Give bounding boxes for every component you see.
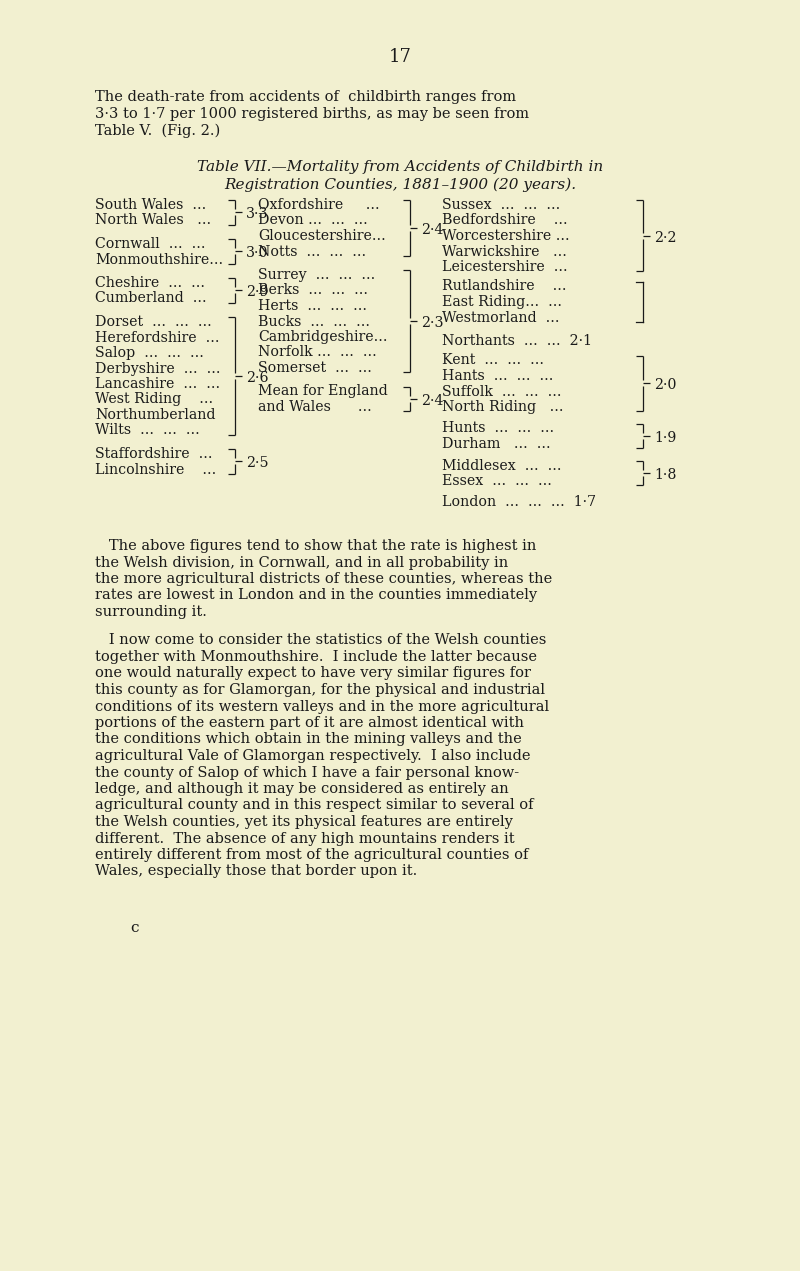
Text: Hunts  ...  ...  ...: Hunts ... ... ... xyxy=(442,422,554,436)
Text: Surrey  ...  ...  ...: Surrey ... ... ... xyxy=(258,268,375,282)
Text: Cumberland  ...: Cumberland ... xyxy=(95,291,206,305)
Text: Cheshire  ...  ...: Cheshire ... ... xyxy=(95,276,205,290)
Text: 2·9: 2·9 xyxy=(246,285,269,299)
Text: Oxfordshire     ...: Oxfordshire ... xyxy=(258,198,380,212)
Text: London  ...  ...  ...  1·7: London ... ... ... 1·7 xyxy=(442,496,596,510)
Text: Northants  ...  ...  2·1: Northants ... ... 2·1 xyxy=(442,334,592,348)
Text: Northumberland: Northumberland xyxy=(95,408,215,422)
Text: c: c xyxy=(130,921,138,935)
Text: the more agricultural districts of these counties, whereas the: the more agricultural districts of these… xyxy=(95,572,552,586)
Text: Lincolnshire    ...: Lincolnshire ... xyxy=(95,463,216,477)
Text: Cornwall  ...  ...: Cornwall ... ... xyxy=(95,236,206,250)
Text: 17: 17 xyxy=(389,48,411,66)
Text: Essex  ...  ...  ...: Essex ... ... ... xyxy=(442,474,552,488)
Text: the county of Salop of which I have a fair personal know-: the county of Salop of which I have a fa… xyxy=(95,765,519,779)
Text: Berks  ...  ...  ...: Berks ... ... ... xyxy=(258,283,368,297)
Text: this county as for Glamorgan, for the physical and industrial: this county as for Glamorgan, for the ph… xyxy=(95,683,545,697)
Text: Cambridgeshire...: Cambridgeshire... xyxy=(258,330,387,344)
Text: Herefordshire  ...: Herefordshire ... xyxy=(95,330,219,344)
Text: Gloucestershire...: Gloucestershire... xyxy=(258,229,386,243)
Text: Devon ...  ...  ...: Devon ... ... ... xyxy=(258,214,368,228)
Text: Kent  ...  ...  ...: Kent ... ... ... xyxy=(442,353,544,367)
Text: and Wales      ...: and Wales ... xyxy=(258,400,372,414)
Text: The death-rate from accidents of  childbirth ranges from: The death-rate from accidents of childbi… xyxy=(95,90,516,104)
Text: Registration Counties, 1881–1900 (20 years).: Registration Counties, 1881–1900 (20 yea… xyxy=(224,178,576,192)
Text: Mean for England: Mean for England xyxy=(258,385,388,399)
Text: West Riding    ...: West Riding ... xyxy=(95,393,213,407)
Text: Dorset  ...  ...  ...: Dorset ... ... ... xyxy=(95,315,212,329)
Text: Bucks  ...  ...  ...: Bucks ... ... ... xyxy=(258,314,370,328)
Text: 3·3: 3·3 xyxy=(246,207,269,221)
Text: 3·0: 3·0 xyxy=(246,247,269,261)
Text: the Welsh division, in Cornwall, and in all probability in: the Welsh division, in Cornwall, and in … xyxy=(95,555,508,569)
Text: 2·4: 2·4 xyxy=(421,222,443,236)
Text: North Riding   ...: North Riding ... xyxy=(442,400,563,414)
Text: North Wales   ...: North Wales ... xyxy=(95,214,211,228)
Text: 2·0: 2·0 xyxy=(654,379,677,393)
Text: Leicestershire  ...: Leicestershire ... xyxy=(442,261,568,275)
Text: Rutlandshire    ...: Rutlandshire ... xyxy=(442,280,566,294)
Text: ledge, and although it may be considered as entirely an: ledge, and although it may be considered… xyxy=(95,782,509,796)
Text: the conditions which obtain in the mining valleys and the: the conditions which obtain in the minin… xyxy=(95,732,522,746)
Text: Table V.  (Fig. 2.): Table V. (Fig. 2.) xyxy=(95,125,220,139)
Text: 1·8: 1·8 xyxy=(654,468,676,482)
Text: 2·3: 2·3 xyxy=(421,316,443,330)
Text: rates are lowest in London and in the counties immediately: rates are lowest in London and in the co… xyxy=(95,588,537,602)
Text: different.  The absence of any high mountains renders it: different. The absence of any high mount… xyxy=(95,831,514,845)
Text: the Welsh counties, yet its physical features are entirely: the Welsh counties, yet its physical fea… xyxy=(95,815,513,829)
Text: Notts  ...  ...  ...: Notts ... ... ... xyxy=(258,244,366,258)
Text: Wales, especially those that border upon it.: Wales, especially those that border upon… xyxy=(95,864,418,878)
Text: Bedfordshire    ...: Bedfordshire ... xyxy=(442,214,568,228)
Text: Salop  ...  ...  ...: Salop ... ... ... xyxy=(95,346,204,360)
Text: one would naturally expect to have very similar figures for: one would naturally expect to have very … xyxy=(95,666,531,680)
Text: Warwickshire   ...: Warwickshire ... xyxy=(442,244,567,258)
Text: Table VII.—Mortality from Accidents of Childbirth in: Table VII.—Mortality from Accidents of C… xyxy=(197,160,603,174)
Text: Sussex  ...  ...  ...: Sussex ... ... ... xyxy=(442,198,560,212)
Text: The above figures tend to show that the rate is highest in: The above figures tend to show that the … xyxy=(95,539,536,553)
Text: entirely different from most of the agricultural counties of: entirely different from most of the agri… xyxy=(95,848,528,862)
Text: South Wales  ...: South Wales ... xyxy=(95,198,206,212)
Text: Norfolk ...  ...  ...: Norfolk ... ... ... xyxy=(258,346,377,360)
Text: Monmouthshire...: Monmouthshire... xyxy=(95,253,223,267)
Text: conditions of its western valleys and in the more agricultural: conditions of its western valleys and in… xyxy=(95,699,549,713)
Text: agricultural Vale of Glamorgan respectively.  I also include: agricultural Vale of Glamorgan respectiv… xyxy=(95,749,530,763)
Text: 2·5: 2·5 xyxy=(246,456,269,470)
Text: 2·6: 2·6 xyxy=(246,371,269,385)
Text: Worcestershire ...: Worcestershire ... xyxy=(442,229,570,243)
Text: 1·9: 1·9 xyxy=(654,431,676,445)
Text: Staffordshire  ...: Staffordshire ... xyxy=(95,447,213,461)
Text: Wilts  ...  ...  ...: Wilts ... ... ... xyxy=(95,423,200,437)
Text: Herts  ...  ...  ...: Herts ... ... ... xyxy=(258,299,367,313)
Text: Lancashire  ...  ...: Lancashire ... ... xyxy=(95,377,220,391)
Text: Somerset  ...  ...: Somerset ... ... xyxy=(258,361,372,375)
Text: agricultural county and in this respect similar to several of: agricultural county and in this respect … xyxy=(95,798,534,812)
Text: Durham   ...  ...: Durham ... ... xyxy=(442,437,550,451)
Text: 3·3 to 1·7 per 1000 registered births, as may be seen from: 3·3 to 1·7 per 1000 registered births, a… xyxy=(95,107,529,121)
Text: I now come to consider the statistics of the Welsh counties: I now come to consider the statistics of… xyxy=(95,633,546,647)
Text: portions of the eastern part of it are almost identical with: portions of the eastern part of it are a… xyxy=(95,716,524,730)
Text: Westmorland  ...: Westmorland ... xyxy=(442,310,559,324)
Text: 2·2: 2·2 xyxy=(654,230,677,244)
Text: Suffolk  ...  ...  ...: Suffolk ... ... ... xyxy=(442,385,562,399)
Text: Middlesex  ...  ...: Middlesex ... ... xyxy=(442,459,562,473)
Text: Derbyshire  ...  ...: Derbyshire ... ... xyxy=(95,361,221,375)
Text: Hants  ...  ...  ...: Hants ... ... ... xyxy=(442,369,554,383)
Text: East Riding...  ...: East Riding... ... xyxy=(442,295,562,309)
Text: surrounding it.: surrounding it. xyxy=(95,605,207,619)
Text: 2·4: 2·4 xyxy=(421,394,443,408)
Text: together with Monmouthshire.  I include the latter because: together with Monmouthshire. I include t… xyxy=(95,649,537,663)
